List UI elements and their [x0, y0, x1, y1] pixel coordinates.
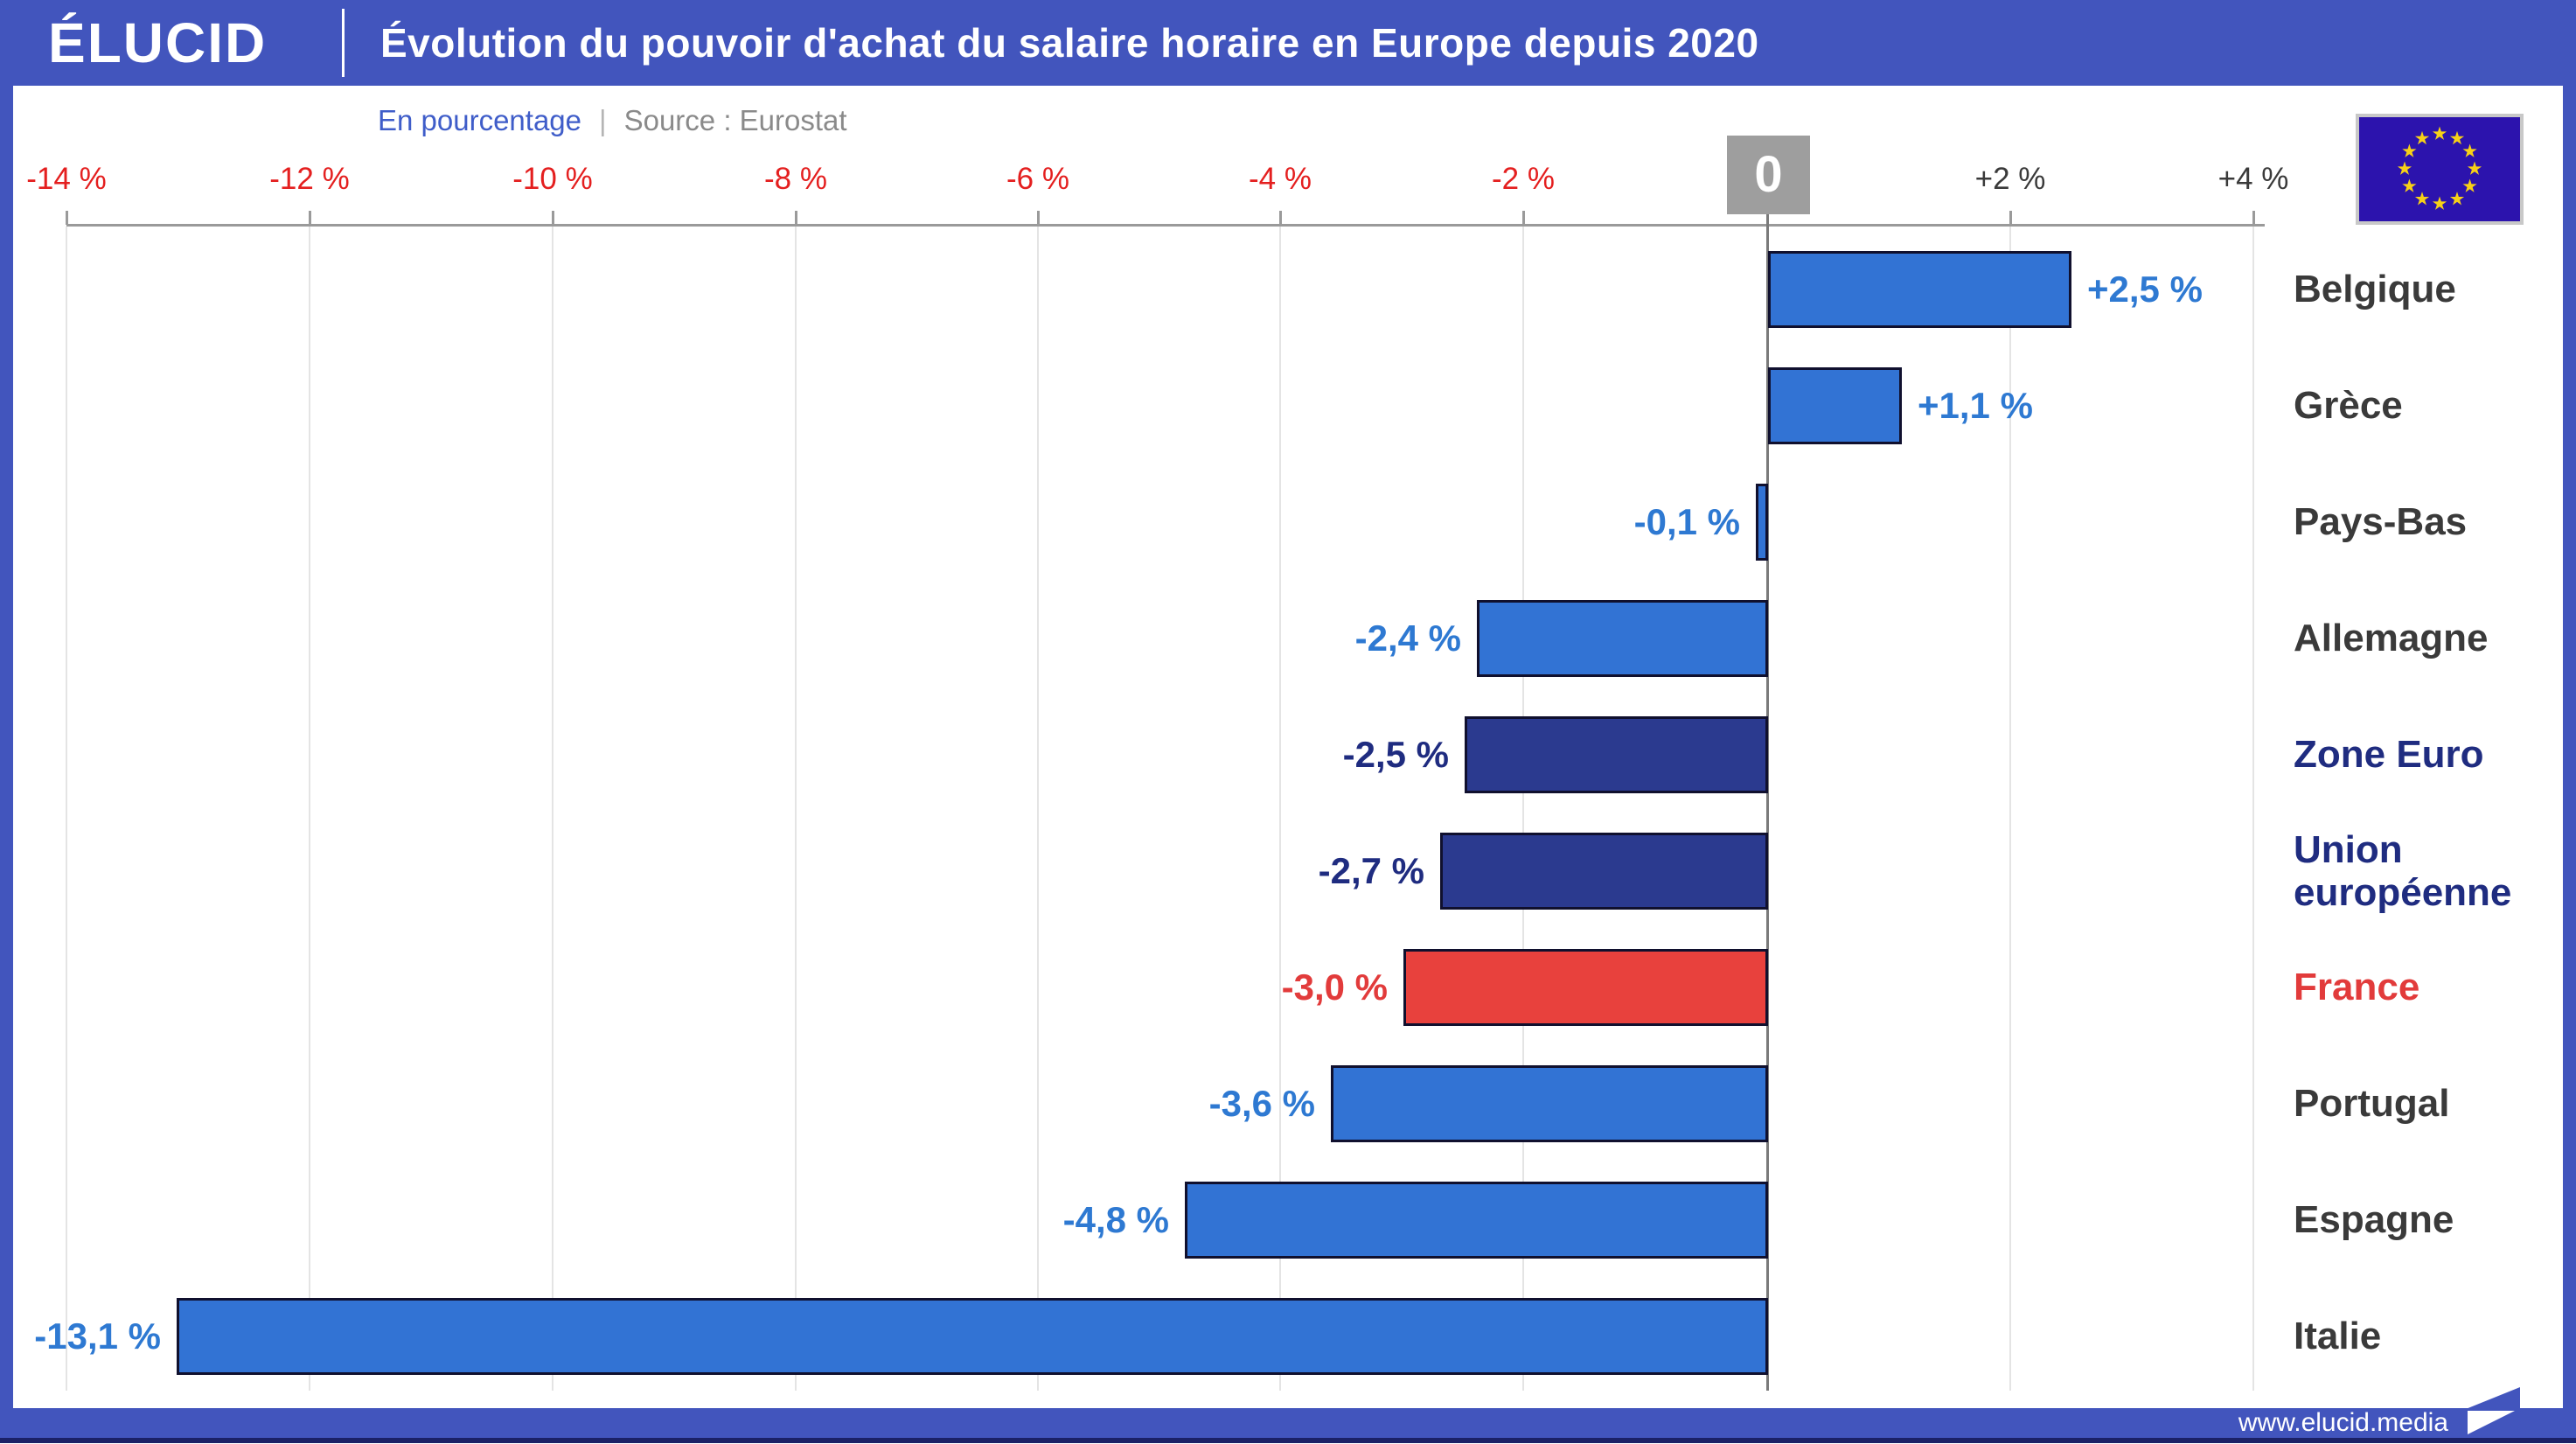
- axis-tick: [552, 211, 554, 225]
- axis-tick-label: -4 %: [1249, 162, 1312, 196]
- bar-pays-bas: [1756, 484, 1768, 561]
- bar-france: [1403, 949, 1768, 1026]
- zero-axis-line: [1766, 214, 1769, 1391]
- gridline: [795, 227, 797, 1391]
- axis-tick-label: -8 %: [764, 162, 827, 196]
- value-label-italie: -13,1 %: [34, 1315, 161, 1357]
- elucid-flag-icon: [2448, 1384, 2536, 1444]
- value-label-pays-bas: -0,1 %: [1633, 501, 1740, 542]
- category-label-grece: Grèce: [2294, 384, 2403, 428]
- gridline: [1037, 227, 1039, 1391]
- gridline: [2009, 227, 2011, 1391]
- axis-tick: [2252, 211, 2255, 225]
- axis-tick: [1279, 211, 1282, 225]
- right-border: [2563, 0, 2576, 1443]
- axis-tick-label: -2 %: [1492, 162, 1555, 196]
- gridline: [66, 227, 67, 1391]
- bar-allemagne: [1477, 600, 1768, 677]
- value-label-allemagne: -2,4 %: [1354, 617, 1461, 659]
- axis-zero-box: 0: [1727, 136, 1810, 214]
- axis-tick-label: -10 %: [512, 162, 593, 196]
- value-label-belgique: +2,5 %: [2087, 269, 2203, 310]
- gridline: [1279, 227, 1281, 1391]
- axis-tick-label: -12 %: [269, 162, 350, 196]
- chart-subtitle: En pourcentage | Source : Eurostat: [378, 100, 847, 142]
- unit-label: En pourcentage: [378, 104, 582, 136]
- bar-espagne: [1185, 1182, 1768, 1259]
- gridline: [2252, 227, 2254, 1391]
- value-label-espagne: -4,8 %: [1062, 1199, 1169, 1240]
- axis-tick-label: +4 %: [2217, 162, 2289, 196]
- bar-grece: [1768, 367, 1902, 444]
- gridline: [309, 227, 310, 1391]
- axis-tick: [1522, 211, 1525, 225]
- axis-tick: [66, 211, 68, 225]
- category-label-italie: Italie: [2294, 1315, 2382, 1358]
- category-label-allemagne: Allemagne: [2294, 617, 2489, 660]
- category-label-pays-bas: Pays-Bas: [2294, 500, 2468, 544]
- website-url: www.elucid.media: [2238, 1408, 2448, 1437]
- value-label-grece: +1,1 %: [1918, 385, 2033, 426]
- bar-portugal: [1331, 1065, 1768, 1142]
- left-border: [0, 0, 13, 1443]
- page-title: Évolution du pouvoir d'achat du salaire …: [380, 20, 1759, 66]
- elucid-logo: ÉLUCID: [48, 11, 268, 74]
- eu-flag-icon: [2356, 114, 2524, 229]
- category-label-france: France: [2294, 966, 2420, 1009]
- value-label-union-europeenne: -2,7 %: [1318, 850, 1424, 891]
- axis-tick-label: -14 %: [26, 162, 107, 196]
- axis-tick: [795, 211, 797, 225]
- category-label-zone-euro: Zone Euro: [2294, 733, 2484, 777]
- gridline: [552, 227, 553, 1391]
- bar-union-europeenne: [1440, 833, 1768, 910]
- value-label-zone-euro: -2,5 %: [1342, 734, 1449, 775]
- category-label-belgique: Belgique: [2294, 268, 2456, 311]
- value-label-portugal: -3,6 %: [1208, 1083, 1315, 1124]
- category-label-union-europeenne: Union européenne: [2294, 827, 2512, 914]
- axis-tick: [309, 211, 311, 225]
- bar-belgique: [1768, 251, 2071, 328]
- category-label-portugal: Portugal: [2294, 1082, 2450, 1126]
- category-label-espagne: Espagne: [2294, 1198, 2454, 1242]
- header-bar: ÉLUCID Évolution du pouvoir d'achat du s…: [0, 0, 2576, 86]
- bar-italie: [177, 1298, 1768, 1375]
- gridline: [1522, 227, 1524, 1391]
- x-axis-line: [66, 224, 2265, 227]
- axis-tick: [2009, 211, 2012, 225]
- bar-zone-euro: [1465, 716, 1768, 793]
- axis-tick-label: -6 %: [1006, 162, 1069, 196]
- axis-tick-label: +2 %: [1974, 162, 2046, 196]
- footer-bar: [0, 1408, 2576, 1438]
- header-divider: [342, 9, 345, 77]
- value-label-france: -3,0 %: [1281, 966, 1388, 1008]
- axis-tick: [1037, 211, 1040, 225]
- subtitle-separator: |: [599, 104, 607, 136]
- source-label: Source : Eurostat: [623, 104, 847, 136]
- footer-dark-strip: [0, 1438, 2576, 1443]
